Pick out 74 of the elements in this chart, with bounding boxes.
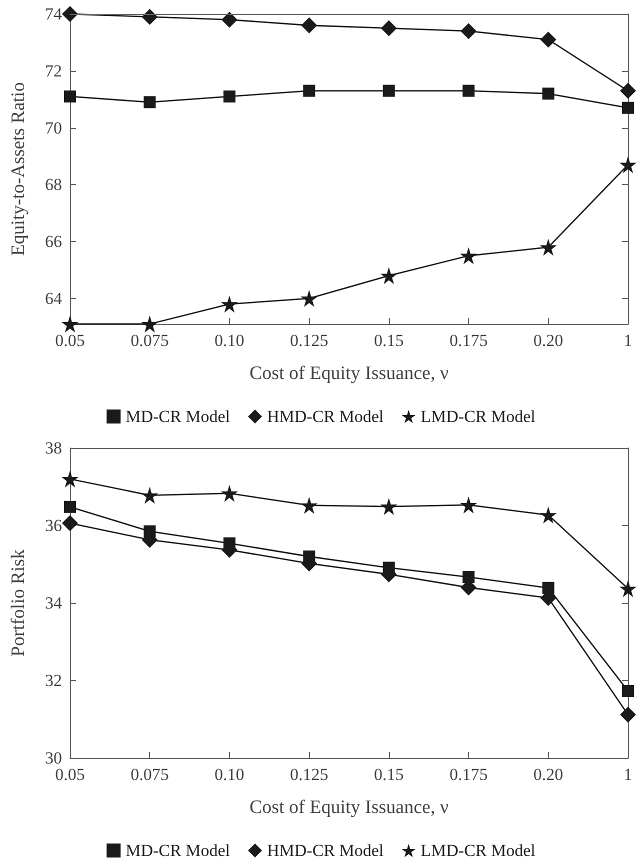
point — [540, 238, 557, 256]
x-tick-label: 0.175 — [449, 331, 488, 350]
x-axis-title: Cost of Equity Issuance, ν — [249, 797, 449, 818]
point — [542, 88, 554, 100]
y-tick-label: 72 — [45, 61, 62, 80]
point — [62, 515, 78, 532]
y-tick-label: 32 — [45, 671, 62, 690]
y-tick-label: 30 — [45, 748, 62, 768]
legend-label: HMD-CR Model — [266, 841, 384, 860]
point — [144, 96, 156, 108]
x-tick-label: 0.05 — [55, 765, 85, 784]
legend-label: LMD-CR Model — [420, 841, 536, 860]
point — [142, 8, 158, 25]
x-tick-label: 0.075 — [130, 331, 169, 350]
legend-label: MD-CR Model — [126, 407, 230, 426]
point — [620, 580, 636, 598]
legend-label: HMD-CR Model — [266, 407, 384, 426]
y-tick-label: 38 — [45, 438, 62, 458]
y-tick-label: 64 — [45, 288, 62, 308]
point — [540, 506, 557, 524]
x-tick-label: 0.10 — [214, 331, 244, 350]
y-tick-label: 34 — [45, 594, 62, 612]
point — [462, 84, 475, 97]
point — [62, 470, 78, 488]
point — [380, 20, 397, 36]
x-tick-label: 0.20 — [533, 765, 564, 784]
point — [380, 498, 398, 516]
x-tick-label: 1 — [624, 331, 632, 350]
point — [64, 500, 76, 513]
x-tick-label: 0.175 — [449, 765, 488, 784]
y-axis-title: Portfolio Risk — [8, 548, 29, 657]
point — [223, 90, 236, 102]
point — [300, 496, 318, 514]
point — [64, 90, 76, 102]
y-tick-label: 70 — [45, 118, 62, 138]
point — [141, 316, 158, 332]
x-axis-title: Cost of Equity Issuance, ν — [249, 363, 449, 384]
x-tick-label: 0.20 — [533, 331, 564, 350]
x-tick-label: 0.125 — [290, 331, 328, 350]
point — [221, 12, 238, 28]
x-tick-label: 1 — [624, 765, 632, 784]
y-tick-label: 36 — [45, 516, 62, 535]
y-tick-label: 68 — [45, 175, 62, 194]
point — [380, 267, 398, 284]
y-axis-title: Equity-to-Assets Ratio — [8, 82, 29, 256]
x-tick-label: 0.125 — [290, 765, 328, 784]
point — [141, 486, 158, 504]
y-tick-label: 74 — [45, 4, 62, 24]
x-tick-label: 0.15 — [374, 765, 404, 784]
point — [460, 23, 477, 40]
point — [622, 684, 634, 697]
point — [622, 102, 634, 114]
point — [303, 84, 316, 97]
point — [62, 316, 78, 332]
point — [382, 84, 395, 97]
point — [620, 156, 636, 174]
x-tick-label: 0.10 — [214, 765, 244, 784]
point — [301, 17, 318, 34]
legend-label: LMD-CR Model — [420, 407, 536, 426]
x-tick-label: 0.075 — [130, 765, 169, 784]
point — [220, 484, 238, 502]
legend-label: MD-CR Model — [126, 841, 230, 860]
x-tick-label: 0.05 — [55, 331, 85, 350]
point — [62, 6, 78, 22]
point — [540, 32, 556, 48]
point — [620, 82, 636, 99]
y-tick-label: 66 — [45, 232, 62, 252]
point — [460, 496, 478, 514]
point — [300, 290, 318, 307]
point — [620, 706, 636, 723]
x-tick-label: 0.15 — [374, 331, 404, 350]
point — [460, 247, 478, 264]
point — [462, 571, 475, 584]
point — [220, 296, 238, 313]
